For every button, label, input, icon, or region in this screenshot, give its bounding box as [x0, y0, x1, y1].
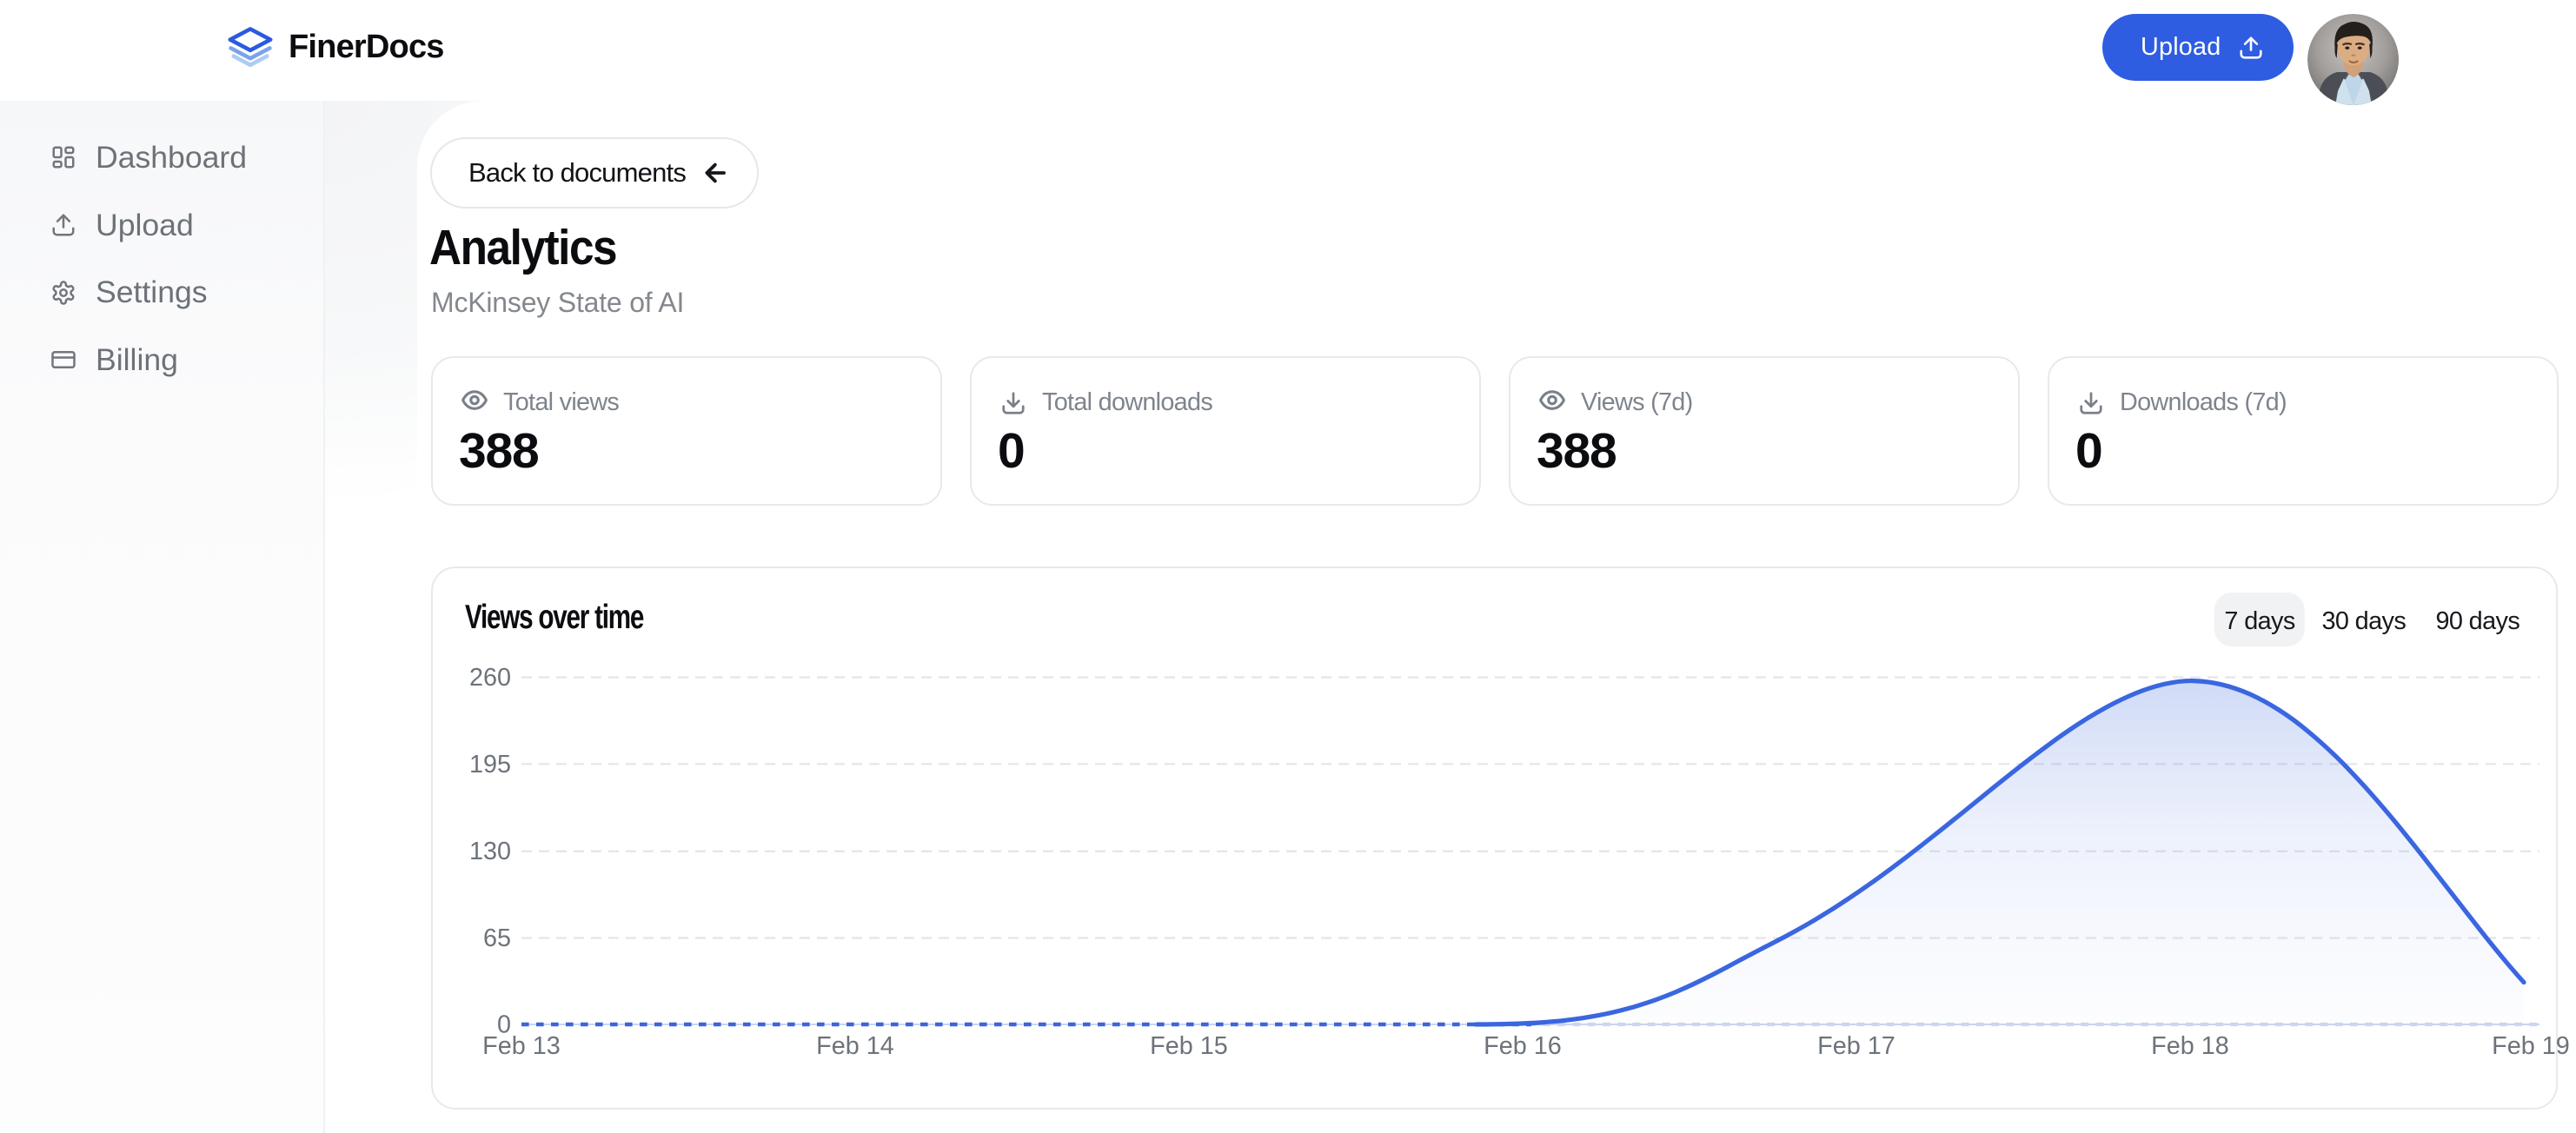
- svg-text:Feb 13: Feb 13: [482, 1032, 561, 1060]
- svg-text:65: 65: [483, 924, 511, 952]
- svg-text:0: 0: [497, 1011, 511, 1039]
- svg-text:Feb 18: Feb 18: [2151, 1032, 2229, 1060]
- svg-text:260: 260: [469, 664, 511, 692]
- svg-text:130: 130: [469, 838, 511, 865]
- svg-text:Feb 14: Feb 14: [816, 1032, 894, 1060]
- svg-text:30 days: 30 days: [2321, 607, 2406, 635]
- svg-text:Feb 15: Feb 15: [1150, 1032, 1228, 1060]
- svg-text:195: 195: [469, 751, 511, 779]
- svg-text:Feb 16: Feb 16: [1484, 1032, 1562, 1060]
- svg-text:Feb 19: Feb 19: [2492, 1032, 2570, 1060]
- svg-text:7 days: 7 days: [2224, 607, 2294, 635]
- svg-text:Views over time: Views over time: [465, 599, 644, 636]
- svg-text:Feb 17: Feb 17: [1817, 1032, 1895, 1060]
- svg-text:90 days: 90 days: [2435, 607, 2520, 635]
